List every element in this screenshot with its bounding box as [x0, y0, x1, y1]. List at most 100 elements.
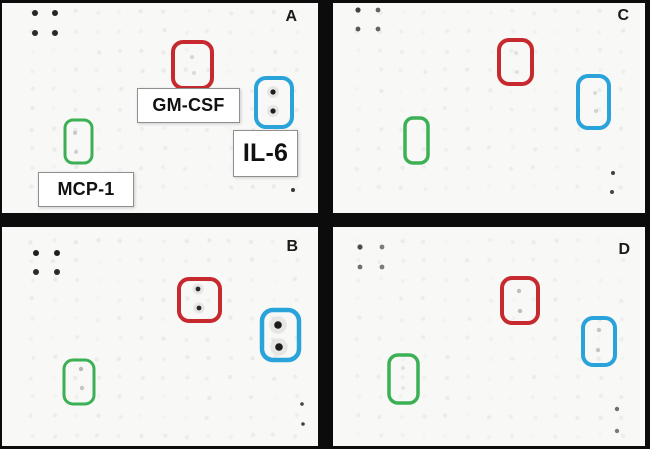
array-spot-faint — [554, 355, 558, 359]
array-spot-faint — [618, 164, 623, 169]
array-spot-faint — [421, 257, 427, 263]
array-spot-faint — [400, 337, 404, 341]
array-spot-faint — [399, 296, 404, 301]
array-spot-faint — [250, 298, 254, 302]
array-spot-faint — [554, 238, 559, 243]
array-spot-faint — [577, 297, 581, 301]
array-spot-faint — [355, 87, 359, 91]
array-spot-faint — [75, 433, 80, 438]
array-spot-faint — [204, 28, 210, 34]
highlight-box-blue — [259, 307, 302, 363]
array-spot-faint — [30, 433, 36, 438]
array-spot-faint — [138, 166, 144, 171]
array-spot-faint — [423, 354, 427, 358]
array-spot-faint — [553, 317, 559, 323]
array-spot-faint — [206, 68, 211, 73]
array-spot-faint — [139, 48, 144, 54]
array-spot-faint — [510, 8, 515, 13]
array-spot-faint — [356, 412, 361, 418]
array-spot — [33, 250, 39, 256]
highlight-box-blue — [254, 76, 294, 129]
array-spot-faint — [618, 376, 624, 381]
array-spot-faint — [489, 357, 493, 361]
array-spot-faint — [486, 435, 492, 440]
array-spot — [301, 422, 305, 426]
array-spot-faint — [487, 29, 491, 33]
array-spot-faint — [511, 316, 516, 321]
array-spot-faint — [618, 415, 624, 420]
array-spot-faint — [228, 315, 233, 320]
array-spot-faint — [598, 393, 604, 398]
array-spot-faint — [161, 257, 166, 263]
array-spot-faint — [116, 29, 122, 34]
array-spot-faint — [619, 317, 624, 322]
array-spot-faint — [271, 184, 276, 189]
array-spots-canvas-A — [29, 8, 299, 192]
array-spot-faint — [161, 336, 166, 341]
array-spot-faint — [400, 165, 405, 170]
array-spot-faint — [620, 146, 624, 150]
array-spot-faint — [530, 394, 535, 400]
array-spot — [270, 89, 276, 95]
array-spot-faint — [398, 68, 403, 73]
array-spot-faint — [96, 128, 100, 132]
array-spot-faint — [116, 315, 122, 321]
array-spot — [54, 250, 60, 256]
array-spot-faint — [161, 68, 166, 73]
array-spot-faint — [378, 108, 382, 112]
array-spot-faint — [555, 165, 559, 169]
array-spot-faint — [421, 49, 425, 53]
array-spot-faint — [575, 415, 580, 420]
array-spot-faint — [295, 30, 299, 34]
array-spot-faint — [52, 412, 58, 418]
highlight-box-blue — [581, 316, 617, 367]
array-spot-faint — [379, 276, 383, 280]
array-spot-faint — [421, 126, 426, 132]
array-spot-faint — [377, 356, 381, 360]
array-spot-faint — [509, 89, 513, 93]
array-spot-faint — [184, 9, 188, 13]
array-spot-faint — [576, 279, 580, 283]
array-spot — [196, 305, 202, 311]
array-spot-faint — [227, 257, 233, 262]
array-spot-faint — [508, 166, 514, 172]
array-spot — [357, 244, 363, 250]
array-spot-faint — [378, 315, 383, 320]
array-spot-faint — [117, 238, 122, 244]
array-spot-faint — [226, 338, 230, 342]
array-spot-faint — [31, 355, 36, 361]
array-spot-faint — [444, 375, 450, 381]
array-spot — [594, 109, 598, 113]
array-spot-faint — [272, 49, 278, 55]
array-spot-faint — [74, 147, 79, 153]
array-spot-faint — [249, 277, 255, 283]
array-spot-faint — [488, 336, 494, 342]
array-spot — [375, 26, 381, 32]
array-spot-faint — [376, 374, 381, 380]
array-spot-faint — [443, 433, 447, 437]
array-spot-faint — [228, 434, 234, 439]
array-spot-faint — [73, 8, 78, 14]
array-spot-faint — [486, 318, 490, 322]
array-spot-faint — [487, 164, 493, 169]
array-spot-faint — [575, 147, 580, 152]
array-spot-faint — [509, 434, 515, 439]
array-spot — [379, 264, 385, 270]
array-spot-faint — [29, 128, 35, 133]
array-spot-faint — [377, 259, 382, 265]
array-spot-faint — [250, 356, 255, 361]
array-spot-faint — [294, 413, 300, 418]
array-spot-faint — [162, 356, 167, 362]
array-spot-faint — [378, 296, 382, 300]
array-spot — [274, 321, 282, 329]
array-spot-faint — [597, 47, 603, 52]
array-spot-faint — [466, 10, 470, 14]
array-spot-faint — [466, 356, 470, 360]
array-spot — [375, 7, 381, 13]
array-spot-faint — [443, 10, 447, 14]
array-spot-faint — [576, 238, 581, 243]
array-spot-faint — [97, 394, 101, 398]
array-spot-faint — [376, 146, 381, 151]
array-spot-faint — [160, 375, 165, 381]
array-spot — [33, 269, 39, 275]
